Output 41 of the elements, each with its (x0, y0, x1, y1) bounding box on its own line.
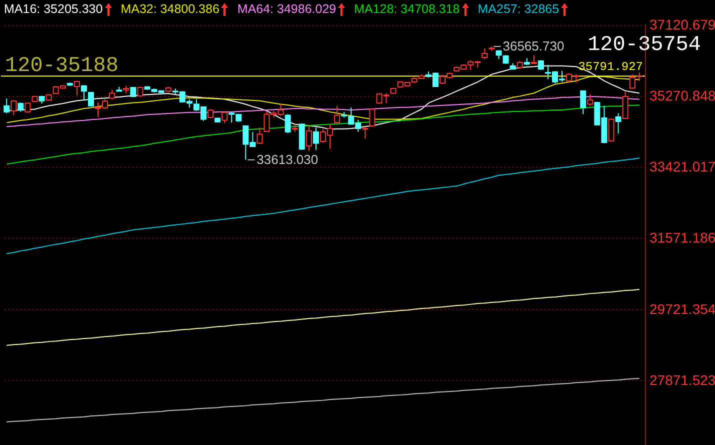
text: MA64: 34986.029 (237, 2, 336, 16)
ref-line-label: 35791.927 (578, 60, 643, 74)
candlestick (306, 125, 312, 152)
candlestick (80, 84, 87, 100)
annotation: 36565.730 (502, 38, 564, 54)
candlestick (284, 114, 291, 134)
candlestick (482, 48, 488, 60)
text: MA257: 32865 (478, 2, 560, 16)
y-tick-label: 33421.017 (650, 158, 715, 175)
candlestick (615, 112, 622, 134)
candlestick (334, 105, 340, 124)
candlestick (496, 50, 502, 60)
y-tick-label: 35270.848 (650, 88, 715, 104)
candlestick (369, 108, 376, 128)
candlestick (580, 90, 586, 115)
annotation: 120-35188 (5, 55, 118, 78)
y-tick-label: 31571.186 (650, 230, 715, 246)
candlestick (587, 94, 594, 106)
y-tick-label: 27871.523 (650, 372, 715, 388)
candlestick (256, 127, 263, 144)
text: MA32: 34800.386 (120, 2, 220, 16)
text: MA128: 34708.318 (354, 2, 460, 16)
candlestick (312, 127, 319, 150)
candlestick (4, 98, 10, 114)
candlestick (74, 80, 80, 96)
y-tick-label: 37120.679 (650, 16, 715, 33)
candlestick (538, 60, 544, 70)
text: MA16: 35205.330 (4, 2, 103, 16)
candlestick (10, 100, 17, 116)
candlestick (222, 110, 228, 124)
candlestick (362, 126, 368, 140)
candlestick (109, 89, 116, 100)
candlestick (629, 74, 636, 90)
y-tick-label: 29721.354 (650, 300, 715, 317)
candlestick (608, 118, 614, 142)
candlestick (622, 91, 628, 119)
line-series (6, 288, 640, 346)
annotation: 33613.030 (256, 152, 318, 167)
candlestick (18, 102, 24, 112)
line-series (6, 378, 640, 422)
line-series (6, 76, 640, 124)
